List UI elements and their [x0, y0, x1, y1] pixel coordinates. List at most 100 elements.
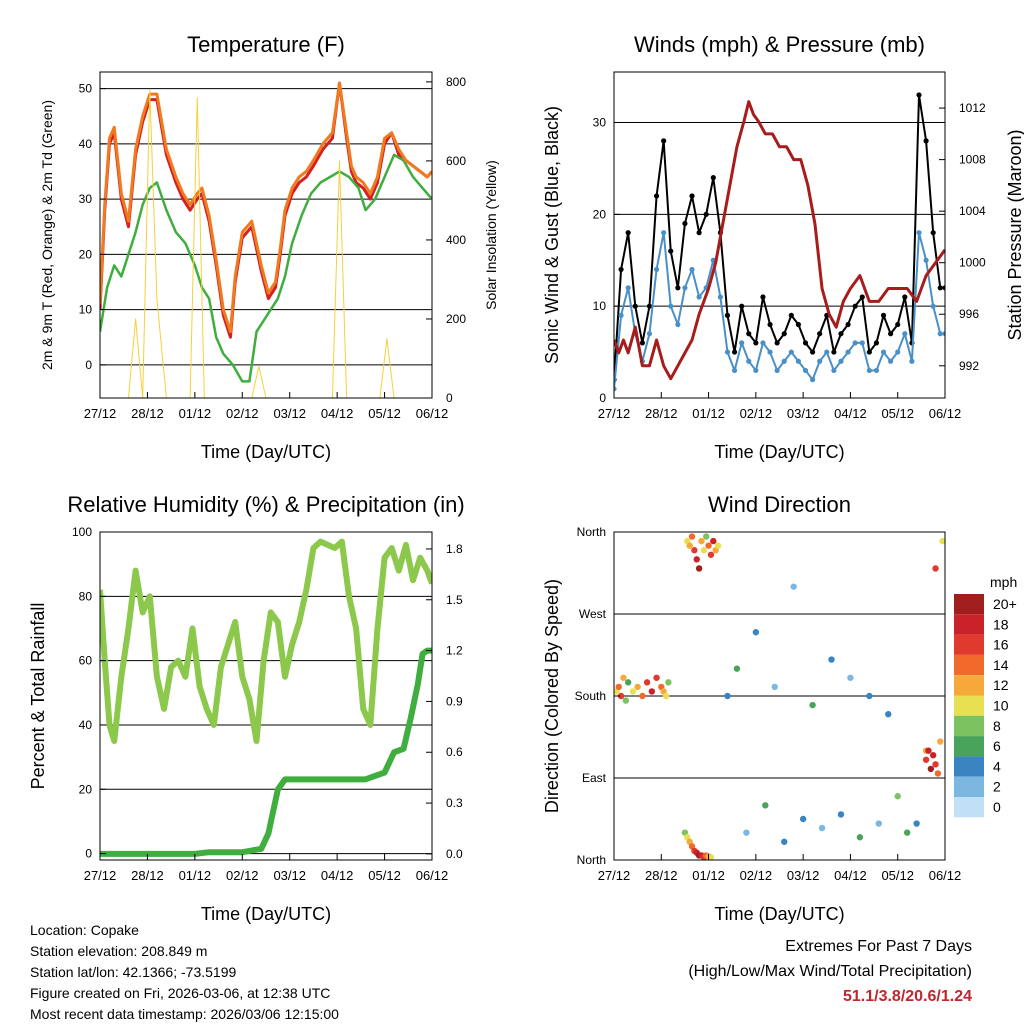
series-point — [724, 312, 731, 318]
direction-point — [922, 756, 930, 763]
series-point — [810, 377, 816, 383]
ytick-right-label: 1004 — [959, 204, 986, 218]
series-point — [824, 349, 830, 355]
colorbar-label: 20+ — [993, 596, 1017, 612]
ytick-right-label: 1.2 — [446, 644, 463, 658]
xtick-label: 27/12 — [84, 406, 117, 421]
ytick-label: 50 — [79, 82, 93, 96]
recent-text: Most recent data timestamp: 2026/03/06 1… — [30, 1006, 339, 1022]
series-point — [753, 340, 759, 346]
series-point — [817, 331, 823, 337]
ytick-label: 20 — [79, 247, 93, 261]
series-point — [625, 230, 631, 236]
xtick-label: 01/12 — [692, 868, 725, 883]
direction-point — [629, 688, 637, 695]
colorbar-swatch — [954, 654, 984, 676]
series-2m-t — [100, 81, 432, 339]
series-point — [668, 303, 674, 309]
direction-point — [790, 583, 797, 590]
series-point — [845, 349, 851, 355]
direction-point — [691, 547, 698, 554]
colorbar-swatch — [954, 797, 984, 818]
latlon-text: Station lat/lon: 42.1366; -73.5199 — [30, 964, 237, 980]
series-point — [788, 312, 794, 318]
direction-point — [688, 533, 696, 540]
colorbar-label: 4 — [993, 758, 1001, 774]
series-point — [942, 285, 945, 291]
direction-point — [622, 697, 630, 704]
direction-point — [634, 683, 641, 691]
plot-frame — [99, 71, 433, 399]
series-point — [831, 349, 837, 355]
chart-title: Temperature (F) — [187, 32, 345, 57]
xtick-label: 03/12 — [787, 868, 820, 883]
series-point — [916, 92, 922, 98]
series-point — [646, 303, 653, 309]
series-point — [802, 367, 809, 374]
colorbar-label: 6 — [993, 738, 1001, 754]
colorbar-label: 16 — [993, 637, 1009, 653]
ytick-right-label: 800 — [446, 75, 466, 89]
series-point — [746, 331, 752, 337]
direction-point — [752, 629, 760, 636]
y-axis-label: Percent & Total Rainfall — [28, 603, 48, 790]
panel-humidity: 0 20 40 60 80 100 0.0 0.3 0.6 0.9 1.2 1.5 1.8 27/12 28… — [28, 492, 465, 924]
colorbar-label: 8 — [993, 718, 1001, 734]
ytick-right-label: 0.6 — [446, 745, 463, 759]
ytick-label: 0 — [85, 847, 92, 861]
xtick-label: 27/12 — [598, 868, 631, 883]
ytick-right-label: 992 — [959, 359, 979, 373]
panel-winds: 0 10 20 30 992 996 1000 1004 1008 1012 27/12 28/12 0… — [542, 32, 1024, 462]
series-point — [774, 367, 780, 374]
xtick-label: 01/12 — [692, 406, 725, 421]
series-point — [866, 367, 872, 374]
series-point — [852, 340, 858, 346]
direction-point — [771, 683, 778, 691]
series-point — [682, 220, 688, 227]
direction-point — [705, 542, 712, 549]
y-axis-right-label: Station Pressure (Maroon) — [1005, 129, 1024, 340]
direction-point — [703, 533, 710, 540]
series-point — [668, 248, 674, 254]
y-axis-label: 2m & 9m T (Red, Orange) & 2m Td (Green) — [39, 100, 55, 370]
xtick-label: 28/12 — [645, 868, 678, 883]
series-point — [760, 340, 766, 346]
plot-frame — [613, 71, 946, 399]
colorbar-label: 12 — [993, 677, 1009, 693]
colorbar-swatch — [954, 675, 984, 696]
extremes-values: 51.1/3.8/20.6/1.24 — [843, 988, 972, 1005]
ytick-label: North — [577, 853, 606, 867]
direction-point — [662, 692, 670, 700]
ytick-label: 10 — [79, 303, 93, 317]
xtick-label: 05/12 — [881, 406, 914, 421]
series-point — [795, 358, 802, 364]
series-point — [661, 138, 667, 144]
series-point — [661, 230, 667, 236]
xtick-label: 28/12 — [131, 406, 164, 421]
xtick-label: 03/12 — [273, 406, 306, 421]
direction-point — [925, 747, 932, 754]
series-point — [930, 303, 936, 309]
colorbar-title: mph — [990, 574, 1017, 590]
direction-point — [929, 752, 937, 759]
direction-point — [639, 692, 646, 700]
series-point — [909, 358, 915, 364]
direction-point — [693, 556, 700, 563]
direction-point — [743, 829, 750, 836]
xtick-label: 01/12 — [179, 406, 212, 421]
colorbar-swatch — [954, 715, 984, 737]
series-point — [838, 358, 844, 364]
series-point — [845, 321, 851, 328]
xtick-label: 06/12 — [929, 868, 962, 883]
direction-point — [620, 674, 627, 681]
series-point — [639, 340, 645, 346]
ytick-right-label: 996 — [959, 307, 979, 321]
series-point — [646, 331, 653, 337]
direction-point — [781, 838, 788, 845]
chart-title: Wind Direction — [708, 492, 851, 517]
series-point — [675, 285, 681, 291]
colorbar-label: 18 — [993, 616, 1009, 632]
direction-point — [714, 542, 722, 549]
series-point — [618, 312, 624, 318]
colorbar-swatch — [954, 695, 984, 716]
